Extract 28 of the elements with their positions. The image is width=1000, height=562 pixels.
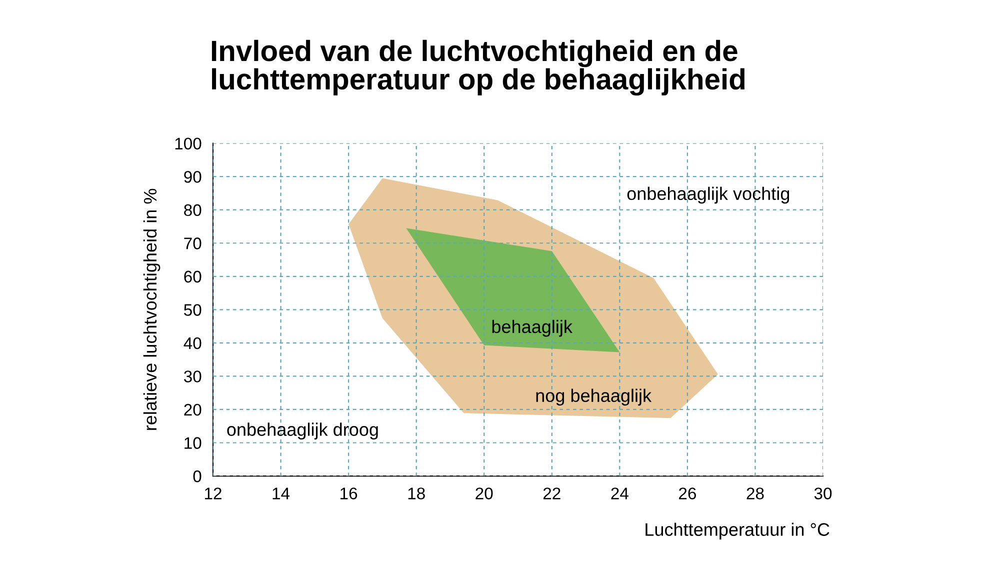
- y-tick-label: 20: [184, 404, 202, 416]
- annotation: onbehaaglijk droog: [227, 422, 378, 440]
- y-tick-label: 90: [184, 170, 202, 183]
- x-tick-label: 30: [814, 488, 832, 500]
- y-tick-label: 30: [184, 370, 202, 382]
- y-tick-label: 0: [193, 470, 202, 482]
- y-tick-label: 70: [184, 238, 202, 250]
- y-tick-label: 100: [175, 138, 202, 150]
- x-tick-label: 22: [543, 488, 560, 500]
- y-tick-label: 10: [184, 437, 202, 449]
- x-tick-label: 20: [476, 488, 493, 500]
- y-tick-label: 80: [184, 204, 202, 216]
- series-label: behaaglijk: [492, 320, 572, 337]
- y-axis-title: relatieve luchtvochtigheid in %: [143, 188, 160, 430]
- x-tick-label: 16: [340, 488, 358, 500]
- x-tick-label: 28: [746, 488, 764, 500]
- annotation: onbehaaglijk vochtig: [627, 186, 790, 204]
- x-tick-label: 18: [408, 488, 425, 500]
- y-tick-label: 50: [184, 304, 202, 316]
- y-tick-label: 60: [184, 270, 202, 283]
- chart-title: Invloed van de luchtvochtigheid en de luchttemperatuur op de behaaglijkheid: [212, 40, 744, 96]
- x-tick-label: 26: [679, 488, 696, 500]
- x-tick-label: 24: [611, 488, 628, 500]
- y-tick-label: 40: [184, 337, 202, 350]
- x-tick-label: 14: [272, 488, 290, 500]
- x-axis-title: Luchttemperatuur in °C: [646, 522, 830, 540]
- series-label: nog behaaglijk: [536, 388, 652, 406]
- x-tick-label: 12: [205, 488, 222, 500]
